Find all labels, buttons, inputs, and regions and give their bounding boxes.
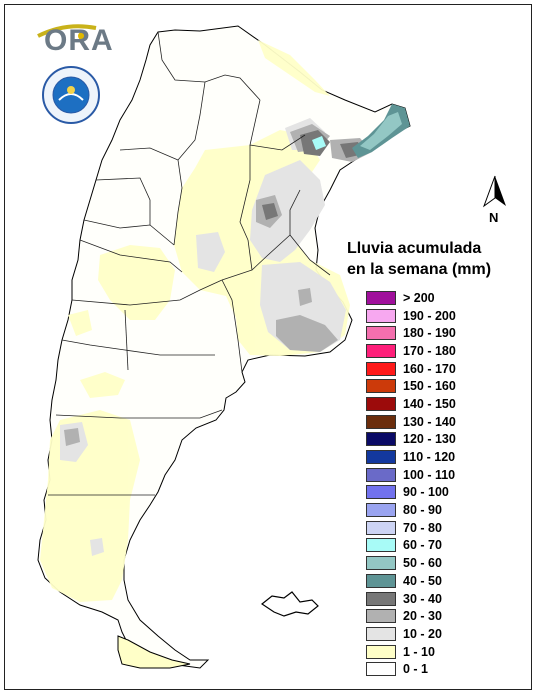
ora-logo: ORA	[37, 24, 114, 58]
legend-row: 180 - 190	[366, 324, 456, 342]
legend-row: 130 - 140	[366, 413, 456, 431]
legend: > 200 190 - 200 180 - 190 170 - 180 160 - 17…	[366, 289, 456, 678]
legend-row: 60 - 70	[366, 537, 456, 555]
legend-label: 60 - 70	[403, 538, 442, 553]
legend-label: 1 - 10	[403, 644, 435, 659]
legend-label: 160 - 170	[403, 361, 456, 376]
legend-label: 180 - 190	[403, 326, 456, 341]
legend-swatch	[366, 343, 396, 358]
legend-label: 20 - 30	[403, 609, 442, 624]
legend-label: 170 - 180	[403, 343, 456, 358]
legend-label: 130 - 140	[403, 414, 456, 429]
legend-swatch	[366, 626, 396, 641]
legend-swatch	[366, 485, 396, 500]
legend-row: 30 - 40	[366, 590, 456, 608]
legend-swatch	[366, 573, 396, 588]
legend-row: 140 - 150	[366, 395, 456, 413]
legend-row: 190 - 200	[366, 307, 456, 325]
legend-row: 80 - 90	[366, 501, 456, 519]
legend-row: 40 - 50	[366, 572, 456, 590]
legend-row: 50 - 60	[366, 554, 456, 572]
legend-title: Lluvia acumulada en la semana (mm)	[347, 238, 491, 280]
legend-label: 190 - 200	[403, 308, 456, 323]
legend-label: 70 - 80	[403, 520, 442, 535]
legend-swatch	[366, 326, 396, 341]
legend-label: 140 - 150	[403, 396, 456, 411]
legend-row: 110 - 120	[366, 448, 456, 466]
legend-label: 90 - 100	[403, 485, 449, 500]
legend-swatch	[366, 538, 396, 553]
rain-40-60-zones	[312, 104, 410, 158]
legend-row: 100 - 110	[366, 466, 456, 484]
legend-swatch	[366, 308, 396, 323]
legend-label: 150 - 160	[403, 379, 456, 394]
legend-row: 170 - 180	[366, 342, 456, 360]
logo-text: ORA	[44, 24, 114, 57]
legend-label: > 200	[403, 290, 435, 305]
legend-swatch	[366, 609, 396, 624]
legend-row: 10 - 20	[366, 625, 456, 643]
legend-swatch	[366, 503, 396, 518]
legend-row: 20 - 30	[366, 607, 456, 625]
tierra-del-fuego	[117, 635, 191, 669]
legend-swatch	[366, 644, 396, 659]
province-borders	[48, 31, 331, 496]
legend-title-line2: en la semana (mm)	[347, 261, 492, 278]
legend-swatch	[366, 379, 396, 394]
legend-label: 30 - 40	[403, 591, 442, 606]
legend-label: 80 - 90	[403, 503, 442, 518]
legend-label: 100 - 110	[403, 467, 456, 482]
legend-label: 50 - 60	[403, 556, 442, 571]
legend-swatch	[366, 467, 396, 482]
legend-row: 120 - 130	[366, 431, 456, 449]
legend-swatch	[366, 591, 396, 606]
legend-title-line1: Lluvia acumulada	[347, 240, 482, 257]
legend-row: 160 - 170	[366, 360, 456, 378]
legend-swatch	[366, 662, 396, 677]
legend-label: 40 - 50	[403, 573, 442, 588]
legend-label: 110 - 120	[403, 450, 456, 465]
legend-swatch	[366, 556, 396, 571]
sun-arc-logo	[37, 24, 97, 40]
legend-swatch	[366, 361, 396, 376]
legend-row: 0 - 1	[366, 660, 456, 678]
legend-swatch	[366, 414, 396, 429]
map-frame	[4, 4, 532, 690]
north-arrow-icon	[480, 174, 510, 222]
legend-swatch	[366, 432, 396, 447]
malvinas-islands	[260, 591, 319, 617]
smn-seal-icon	[42, 66, 100, 124]
legend-row: 150 - 160	[366, 377, 456, 395]
legend-label: 0 - 1	[403, 662, 429, 677]
legend-row: > 200	[366, 289, 456, 307]
legend-row: 70 - 80	[366, 519, 456, 537]
legend-label: 10 - 20	[403, 626, 442, 641]
north-label: N	[489, 210, 499, 225]
legend-swatch	[366, 396, 396, 411]
legend-label: 120 - 130	[403, 432, 456, 447]
legend-swatch	[366, 450, 396, 465]
legend-row: 1 - 10	[366, 643, 456, 661]
legend-swatch	[366, 520, 396, 535]
legend-row: 90 - 100	[366, 484, 456, 502]
legend-swatch	[366, 290, 396, 305]
